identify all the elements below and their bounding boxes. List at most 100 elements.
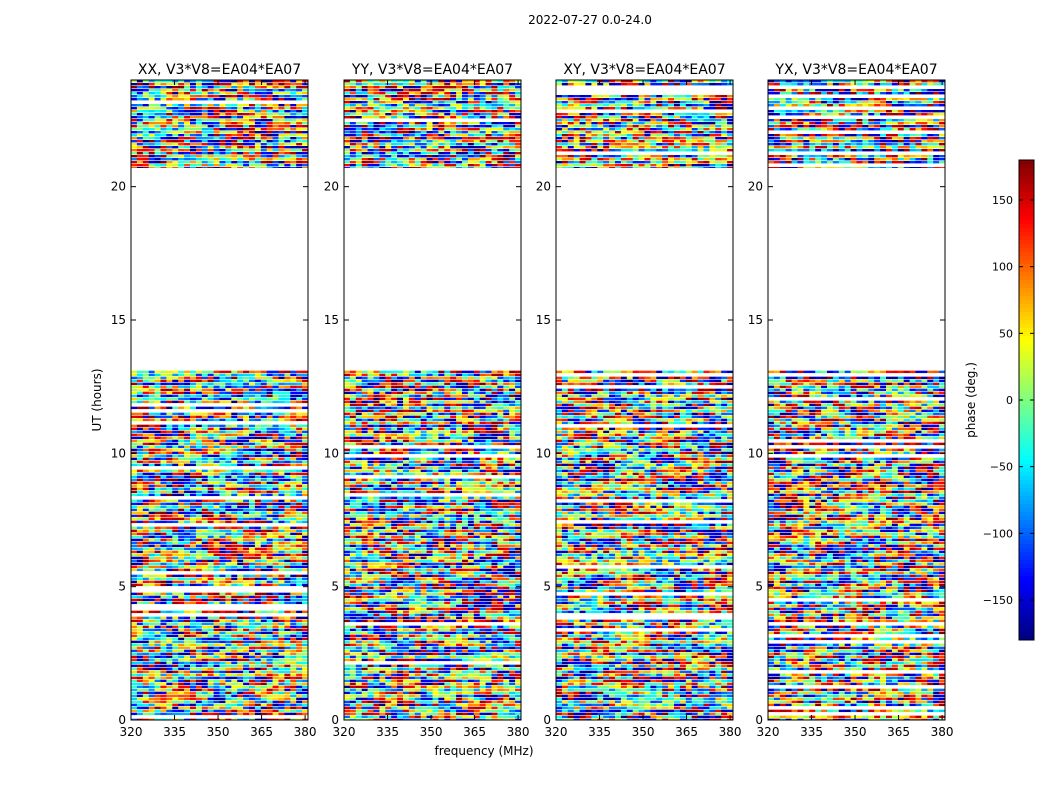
- colorbar-gradient-step: [1019, 496, 1034, 501]
- x-tick-label: 350: [207, 725, 230, 739]
- colorbar-gradient-step: [1019, 520, 1034, 525]
- x-tick-label: 380: [931, 725, 954, 739]
- colorbar-gradient-step: [1019, 596, 1034, 601]
- colorbar-gradient-step: [1019, 536, 1034, 541]
- heatmap-xy: [556, 80, 734, 720]
- x-tick-label: 350: [420, 725, 443, 739]
- x-tick-label: 335: [800, 725, 823, 739]
- colorbar-gradient-step: [1019, 320, 1034, 325]
- x-tick-label: 320: [333, 725, 356, 739]
- y-tick-label: 0: [118, 713, 126, 727]
- y-tick-label: 10: [111, 446, 126, 460]
- y-tick-label: 15: [324, 313, 339, 327]
- colorbar-tick-label: −100: [983, 527, 1013, 540]
- colorbar-gradient-step: [1019, 184, 1034, 189]
- colorbar-gradient-step: [1019, 308, 1034, 313]
- colorbar-gradient-step: [1019, 196, 1034, 201]
- y-tick-label: 0: [755, 713, 763, 727]
- colorbar-gradient-step: [1019, 624, 1034, 629]
- y-tick-label: 10: [536, 446, 551, 460]
- y-tick-label: 20: [111, 180, 126, 194]
- colorbar-gradient-step: [1019, 480, 1034, 485]
- y-tick-label: 5: [331, 580, 339, 594]
- colorbar-gradient-step: [1019, 412, 1034, 417]
- colorbar-gradient-step: [1019, 516, 1034, 521]
- colorbar-gradient-step: [1019, 408, 1034, 413]
- colorbar-gradient-step: [1019, 532, 1034, 537]
- colorbar-gradient-step: [1019, 356, 1034, 361]
- colorbar-gradient-step: [1019, 344, 1034, 349]
- colorbar-gradient-step: [1019, 204, 1034, 209]
- colorbar-label: phase (deg.): [964, 362, 978, 438]
- colorbar-gradient-step: [1019, 484, 1034, 489]
- colorbar-gradient-step: [1019, 492, 1034, 497]
- colorbar-gradient-step: [1019, 396, 1034, 401]
- colorbar-gradient-step: [1019, 500, 1034, 505]
- colorbar-gradient-step: [1019, 584, 1034, 589]
- colorbar-gradient-step: [1019, 504, 1034, 509]
- colorbar-gradient-step: [1019, 460, 1034, 465]
- colorbar-gradient-step: [1019, 288, 1034, 293]
- panel-title-yx: YX, V3*V8=EA04*EA07: [774, 62, 937, 78]
- colorbar-gradient-step: [1019, 448, 1034, 453]
- colorbar-gradient-step: [1019, 456, 1034, 461]
- colorbar-gradient-step: [1019, 244, 1034, 249]
- colorbar-gradient-step: [1019, 368, 1034, 373]
- colorbar-gradient-step: [1019, 608, 1034, 613]
- colorbar-gradient-step: [1019, 160, 1034, 165]
- colorbar-gradient-step: [1019, 328, 1034, 333]
- colorbar-gradient-step: [1019, 452, 1034, 457]
- x-tick-label: 335: [376, 725, 399, 739]
- colorbar-gradient-step: [1019, 264, 1034, 269]
- y-tick-label: 5: [755, 580, 763, 594]
- colorbar-gradient-step: [1019, 588, 1034, 593]
- colorbar-gradient-step: [1019, 616, 1034, 621]
- y-tick-label: 10: [324, 446, 339, 460]
- colorbar-gradient-step: [1019, 464, 1034, 469]
- heatmap-yy: [344, 80, 522, 720]
- y-axis-label: UT (hours): [90, 368, 104, 431]
- colorbar-gradient-step: [1019, 168, 1034, 173]
- colorbar-gradient-step: [1019, 332, 1034, 337]
- colorbar-gradient-step: [1019, 180, 1034, 185]
- y-tick-label: 0: [331, 713, 339, 727]
- colorbar-gradient-step: [1019, 176, 1034, 181]
- colorbar-gradient-step: [1019, 580, 1034, 585]
- colorbar-gradient-step: [1019, 404, 1034, 409]
- heatmap-yx: [768, 80, 946, 720]
- colorbar-gradient-step: [1019, 528, 1034, 533]
- x-axis-label: frequency (MHz): [434, 744, 533, 758]
- x-tick-label: 365: [675, 725, 698, 739]
- colorbar-gradient-step: [1019, 296, 1034, 301]
- x-tick-label: 365: [887, 725, 910, 739]
- y-tick-label: 20: [748, 180, 763, 194]
- colorbar-gradient-step: [1019, 280, 1034, 285]
- plot-frame-xy: [555, 79, 734, 721]
- colorbar-gradient-step: [1019, 248, 1034, 253]
- colorbar-gradient-step: [1019, 556, 1034, 561]
- colorbar-gradient-step: [1019, 564, 1034, 569]
- colorbar-gradient-step: [1019, 376, 1034, 381]
- colorbar-gradient-step: [1019, 316, 1034, 321]
- colorbar-gradient-step: [1019, 440, 1034, 445]
- colorbar-gradient-step: [1019, 576, 1034, 581]
- colorbar-gradient-step: [1019, 636, 1034, 641]
- colorbar-gradient-step: [1019, 552, 1034, 557]
- colorbar-gradient-step: [1019, 476, 1034, 481]
- colorbar-gradient-step: [1019, 304, 1034, 309]
- x-tick-label: 350: [632, 725, 655, 739]
- colorbar-gradient-step: [1019, 540, 1034, 545]
- colorbar-gradient-step: [1019, 444, 1034, 449]
- colorbar-gradient-step: [1019, 352, 1034, 357]
- colorbar-tick-label: 100: [992, 261, 1013, 274]
- figure-title: 2022-07-27 0.0-24.0: [528, 13, 652, 27]
- colorbar-gradient-step: [1019, 216, 1034, 221]
- colorbar-gradient-step: [1019, 568, 1034, 573]
- y-tick-label: 15: [748, 313, 763, 327]
- colorbar-gradient-step: [1019, 208, 1034, 213]
- y-tick-label: 20: [324, 180, 339, 194]
- colorbar-gradient-step: [1019, 416, 1034, 421]
- colorbar-gradient-step: [1019, 292, 1034, 297]
- x-tick-label: 380: [507, 725, 530, 739]
- x-tick-label: 335: [163, 725, 186, 739]
